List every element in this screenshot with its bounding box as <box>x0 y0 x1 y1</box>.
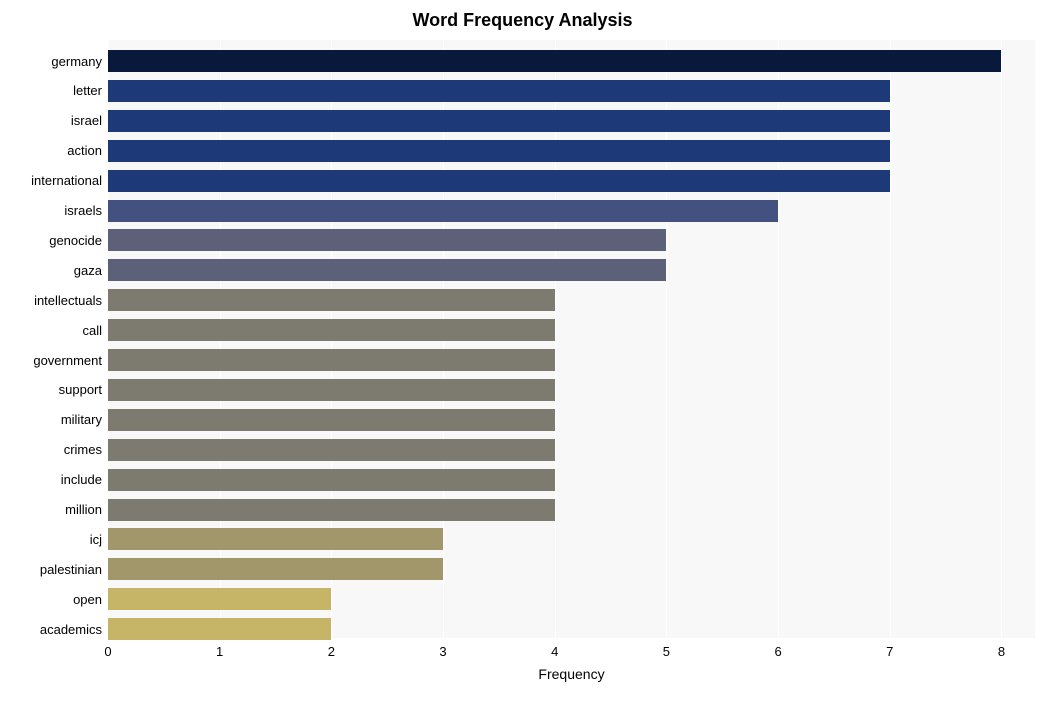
y-tick-label: palestinian <box>40 562 102 577</box>
bar <box>108 349 555 371</box>
bar <box>108 50 1001 72</box>
y-tick-label: support <box>59 382 102 397</box>
x-tick-label: 5 <box>663 644 670 659</box>
y-tick-label: israels <box>64 203 102 218</box>
x-tick-label: 3 <box>439 644 446 659</box>
bar <box>108 409 555 431</box>
bar <box>108 379 555 401</box>
bar <box>108 200 778 222</box>
bar <box>108 289 555 311</box>
bar <box>108 528 443 550</box>
bar <box>108 110 890 132</box>
x-tick-label: 1 <box>216 644 223 659</box>
chart-title: Word Frequency Analysis <box>10 10 1035 31</box>
y-tick-label: icj <box>90 532 102 547</box>
y-tick-label: international <box>31 173 102 188</box>
x-tick-label: 0 <box>104 644 111 659</box>
y-tick-label: germany <box>51 54 102 69</box>
y-tick-label: gaza <box>74 263 102 278</box>
x-tick-label: 6 <box>774 644 781 659</box>
x-tick-label: 2 <box>328 644 335 659</box>
gridline <box>1001 40 1002 638</box>
gridline <box>890 40 891 638</box>
bar <box>108 80 890 102</box>
bar <box>108 229 666 251</box>
plot-area <box>108 40 1035 638</box>
y-tick-label: military <box>61 412 102 427</box>
bar <box>108 140 890 162</box>
y-tick-label: call <box>82 323 102 338</box>
chart-container: Word Frequency Analysis Frequency 0 1 2 3 4 5… <box>0 0 1045 701</box>
bar <box>108 499 555 521</box>
bar <box>108 319 555 341</box>
bar <box>108 558 443 580</box>
x-tick-label: 4 <box>551 644 558 659</box>
y-tick-label: government <box>33 353 102 368</box>
bar <box>108 588 331 610</box>
y-tick-label: million <box>65 502 102 517</box>
y-tick-label: academics <box>40 622 102 637</box>
y-tick-label: intellectuals <box>34 293 102 308</box>
bar <box>108 259 666 281</box>
bar <box>108 469 555 491</box>
y-tick-label: action <box>67 143 102 158</box>
y-tick-label: open <box>73 592 102 607</box>
y-tick-label: israel <box>71 113 102 128</box>
y-tick-label: crimes <box>64 442 102 457</box>
y-tick-label: include <box>61 472 102 487</box>
y-tick-label: letter <box>73 83 102 98</box>
y-tick-label: genocide <box>49 233 102 248</box>
bar <box>108 439 555 461</box>
bar <box>108 618 331 640</box>
x-tick-label: 7 <box>886 644 893 659</box>
bar <box>108 170 890 192</box>
x-axis-title: Frequency <box>538 666 604 682</box>
x-tick-label: 8 <box>998 644 1005 659</box>
